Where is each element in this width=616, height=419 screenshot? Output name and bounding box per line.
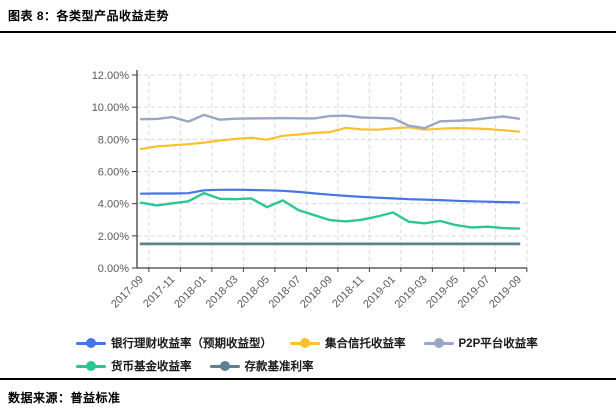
- legend-item-p2p: P2P平台收益率: [423, 335, 538, 351]
- svg-text:2018-11: 2018-11: [330, 274, 366, 310]
- svg-text:2017-09: 2017-09: [109, 274, 146, 311]
- axes: [132, 70, 528, 272]
- svg-text:2019-01: 2019-01: [361, 274, 398, 311]
- svg-text:8.00%: 8.00%: [98, 134, 129, 146]
- y-axis-labels: 12.00% 10.00% 8.00% 6.00% 4.00% 2.00% 0.00%: [92, 70, 130, 275]
- trust-marker-icon: [290, 338, 320, 348]
- bank-wm-marker-icon: [76, 338, 106, 348]
- svg-text:0.00%: 0.00%: [98, 263, 129, 275]
- gridlines: [137, 74, 528, 268]
- deposit-rate-marker-icon: [209, 361, 240, 371]
- legend-item-deposit-rate: 存款基准利率: [209, 358, 314, 374]
- figure-title: 图表 8：各类型产品收益走势: [8, 9, 170, 23]
- money-fund-line: [139, 191, 521, 230]
- legend-row-1: 银行理财收益率（预期收益型） 集合信托收益率 P2P平台收益率: [76, 335, 538, 351]
- bottom-divider: [0, 378, 616, 380]
- x-axis-labels: 2017-092017-112018-012018-032018-052018-…: [109, 274, 524, 311]
- data-source: 数据来源：普益标准: [8, 391, 121, 405]
- svg-text:2.00%: 2.00%: [98, 231, 129, 243]
- chart-legend: 银行理财收益率（预期收益型） 集合信托收益率 P2P平台收益率 货币基金收益率 …: [76, 335, 538, 374]
- svg-text:2019-07: 2019-07: [456, 274, 493, 311]
- legend-label: 货币基金收益率: [111, 361, 192, 373]
- p2p-line: [139, 113, 521, 130]
- legend-item-money-fund: 货币基金收益率: [76, 358, 192, 374]
- svg-text:2018-05: 2018-05: [235, 274, 272, 311]
- legend-item-bank-wm: 银行理财收益率（预期收益型）: [76, 335, 272, 351]
- legend-label: 存款基准利率: [244, 361, 314, 373]
- svg-text:2019-03: 2019-03: [393, 274, 430, 311]
- svg-text:4.00%: 4.00%: [98, 199, 129, 211]
- legend-item-trust: 集合信托收益率: [290, 335, 406, 351]
- svg-text:2017-11: 2017-11: [141, 274, 177, 310]
- series-lines: [139, 113, 521, 246]
- money-fund-marker-icon: [76, 361, 106, 371]
- svg-text:2018-03: 2018-03: [204, 274, 241, 311]
- p2p-marker-icon: [423, 338, 454, 348]
- svg-text:6.00%: 6.00%: [98, 167, 129, 179]
- svg-text:12.00%: 12.00%: [92, 70, 130, 82]
- svg-text:2018-09: 2018-09: [298, 274, 335, 311]
- legend-label: P2P平台收益率: [458, 338, 538, 350]
- legend-row-2: 货币基金收益率 存款基准利率: [76, 358, 538, 374]
- svg-text:2019-09: 2019-09: [487, 274, 524, 311]
- svg-text:2019-05: 2019-05: [424, 274, 461, 311]
- yield-trend-line-chart: 12.00% 10.00% 8.00% 6.00% 4.00% 2.00% 0.00% 20…: [92, 70, 528, 311]
- top-divider: [0, 31, 616, 33]
- svg-text:2018-01: 2018-01: [172, 274, 209, 311]
- legend-label: 集合信托收益率: [325, 338, 406, 350]
- svg-text:2018-07: 2018-07: [267, 274, 304, 311]
- legend-label: 银行理财收益率（预期收益型）: [111, 338, 272, 350]
- trust-line: [139, 126, 521, 151]
- bank-wm-line: [139, 188, 521, 204]
- svg-text:10.00%: 10.00%: [92, 102, 130, 114]
